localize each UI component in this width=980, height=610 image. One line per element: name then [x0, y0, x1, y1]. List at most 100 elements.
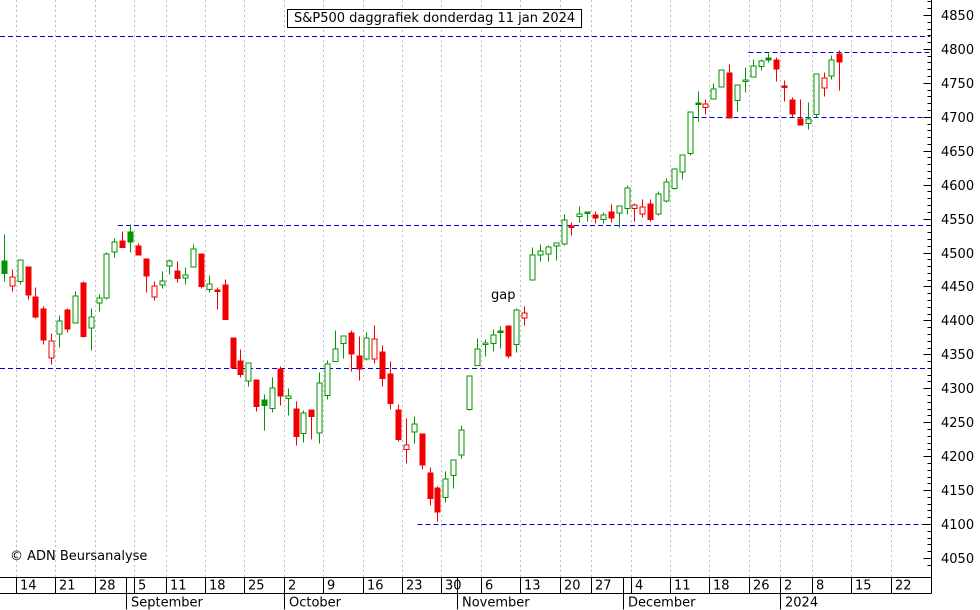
candle [324, 360, 331, 400]
candle [458, 425, 465, 459]
svg-text:4350: 4350 [941, 348, 974, 363]
candle [198, 253, 205, 289]
svg-text:22: 22 [895, 579, 912, 594]
svg-text:4850: 4850 [941, 9, 974, 24]
candle [419, 433, 426, 470]
candle [143, 258, 150, 293]
candles [1, 50, 843, 522]
candle [245, 362, 252, 387]
candle [742, 67, 749, 93]
candle [40, 306, 47, 345]
svg-text:28: 28 [99, 579, 116, 594]
svg-text:4450: 4450 [941, 280, 974, 295]
svg-text:6: 6 [485, 579, 493, 594]
candle [72, 291, 79, 324]
candle [466, 375, 473, 411]
candle [332, 330, 339, 362]
candle [293, 401, 300, 446]
svg-text:18: 18 [209, 579, 226, 594]
candle [537, 244, 544, 262]
candle [758, 59, 765, 71]
candle [387, 361, 394, 410]
candle [206, 275, 213, 293]
svg-text:4600: 4600 [941, 179, 974, 194]
candle [356, 336, 363, 381]
candle [568, 222, 575, 236]
svg-text:20: 20 [564, 579, 581, 594]
candle [403, 418, 410, 464]
candle [813, 73, 820, 118]
candle [379, 345, 386, 387]
candle [529, 247, 536, 281]
svg-text:11: 11 [674, 579, 691, 594]
candle [434, 486, 441, 522]
candle [88, 308, 95, 351]
candle [702, 99, 709, 115]
svg-text:8: 8 [816, 579, 824, 594]
svg-text:2: 2 [784, 579, 792, 594]
candle [135, 243, 142, 256]
svg-text:26: 26 [753, 579, 770, 594]
candle [363, 332, 370, 361]
candle [277, 366, 284, 406]
candle [821, 72, 828, 97]
candle [17, 259, 24, 285]
candle [482, 339, 489, 357]
candle [25, 266, 32, 300]
candle [765, 53, 772, 63]
svg-text:4500: 4500 [941, 247, 974, 262]
candle [513, 308, 520, 353]
candle [734, 84, 741, 112]
candle [836, 50, 843, 91]
copyright-label: © ADN Beursanalyse [10, 549, 148, 564]
candle [316, 372, 323, 444]
candle [119, 231, 126, 248]
svg-text:4: 4 [635, 579, 643, 594]
svg-text:2024: 2024 [785, 596, 818, 610]
svg-text:4300: 4300 [941, 382, 974, 397]
candle [190, 244, 197, 268]
svg-text:25: 25 [248, 579, 265, 594]
svg-text:4800: 4800 [941, 43, 974, 58]
candle [631, 203, 638, 222]
svg-text:5: 5 [138, 579, 146, 594]
svg-text:21: 21 [59, 579, 76, 594]
svg-text:4050: 4050 [941, 552, 974, 567]
candle [261, 394, 268, 431]
candle [474, 338, 481, 366]
candle [127, 224, 134, 253]
candle [111, 238, 118, 258]
candle [521, 306, 528, 326]
candle [718, 69, 725, 88]
candle [237, 349, 244, 378]
candle [828, 55, 835, 80]
candle [103, 252, 110, 300]
svg-text:4250: 4250 [941, 416, 974, 431]
candle [371, 325, 378, 364]
candle [710, 83, 717, 100]
candle [80, 281, 87, 338]
svg-text:15: 15 [855, 579, 872, 594]
svg-text:4100: 4100 [941, 518, 974, 533]
svg-text:December: December [628, 596, 696, 610]
candle [214, 287, 221, 310]
candle [56, 315, 63, 348]
candle [174, 261, 181, 283]
svg-text:4150: 4150 [941, 484, 974, 499]
svg-text:4650: 4650 [941, 145, 974, 160]
candle [663, 178, 670, 203]
svg-text:18: 18 [713, 579, 730, 594]
candle [151, 281, 158, 301]
candle [505, 325, 512, 359]
candle [584, 211, 591, 222]
candle [230, 337, 237, 369]
svg-text:4750: 4750 [941, 77, 974, 92]
candle [32, 287, 39, 319]
candle [647, 199, 654, 222]
svg-text:November: November [462, 596, 530, 610]
candle [608, 204, 615, 223]
candle [553, 242, 560, 261]
candle [411, 416, 418, 444]
